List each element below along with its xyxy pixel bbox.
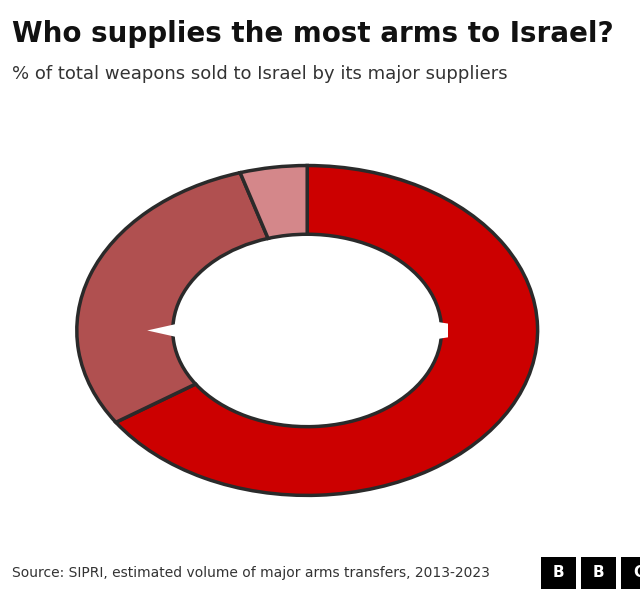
FancyBboxPatch shape: [541, 557, 576, 589]
Wedge shape: [116, 165, 538, 496]
Polygon shape: [371, 343, 410, 372]
Polygon shape: [371, 289, 410, 318]
Text: % of total weapons sold to Israel by its major suppliers: % of total weapons sold to Israel by its…: [12, 64, 507, 83]
Polygon shape: [410, 318, 448, 343]
Text: Source: SIPRI, estimated volume of major arms transfers, 2013-2023: Source: SIPRI, estimated volume of major…: [12, 566, 490, 580]
Wedge shape: [240, 165, 307, 239]
FancyBboxPatch shape: [202, 315, 413, 346]
Text: Italy: Italy: [289, 101, 338, 120]
Polygon shape: [147, 318, 205, 343]
Wedge shape: [77, 173, 268, 422]
Text: B: B: [593, 565, 605, 580]
Text: C: C: [634, 565, 640, 580]
Text: B: B: [552, 565, 564, 580]
FancyBboxPatch shape: [621, 557, 640, 589]
Text: Who supplies the most arms to Israel?: Who supplies the most arms to Israel?: [12, 20, 613, 48]
FancyBboxPatch shape: [581, 557, 616, 589]
Text: 4.7%: 4.7%: [291, 136, 337, 154]
